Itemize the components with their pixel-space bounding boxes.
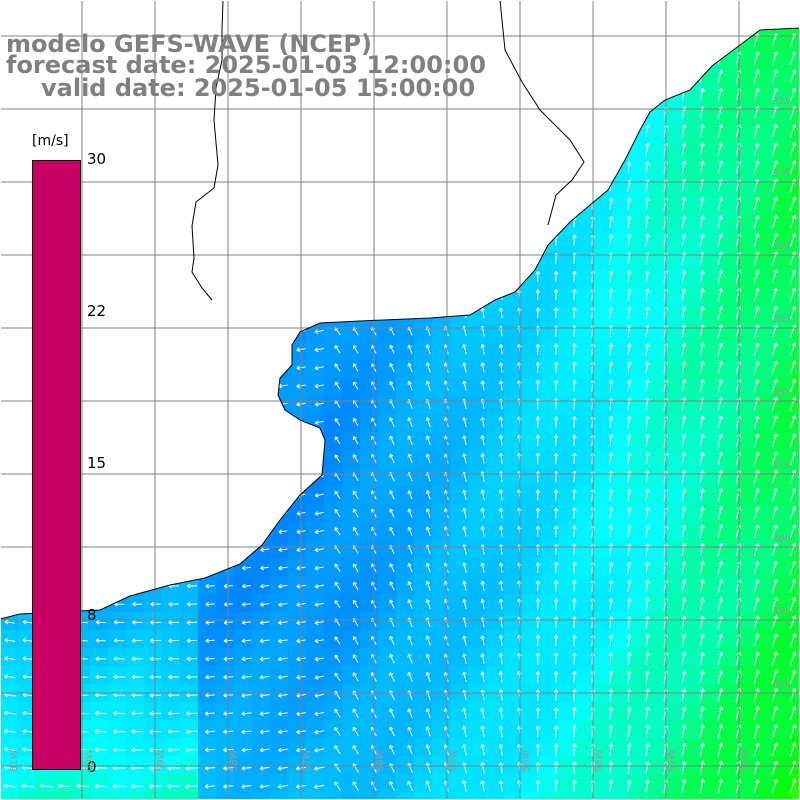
lon-label-53w: 53W [594,749,605,772]
colorbar-tick-30: 30 [87,150,107,168]
lat-label-38s: 38S [772,533,792,544]
border-line [191,0,224,301]
colorbar-tick-22: 22 [87,302,107,320]
colorbar-unit: [m/s] [32,133,69,149]
lat-label-35s: 35S [772,314,792,325]
model-title: modelo GEFS-WAVE (NCEP) [6,30,372,58]
lat-label-37s: 37S [772,460,792,471]
lon-label-58w: 58W [229,749,240,772]
lon-label-61w: 61W [9,749,20,772]
lon-label-59w: 59W [156,749,167,772]
colorbar-tick-8: 8 [87,606,97,624]
coastline [0,27,800,620]
lat-label-32s: 32S [772,96,792,107]
lagoon-line [499,0,585,226]
valid-date: valid date: 2025-01-05 15:00:00 [41,74,476,102]
colorbar-tick-15: 15 [87,454,107,472]
lat-label-40s: 40S [772,679,792,690]
lon-label-52w: 52W [667,749,678,772]
lon-label-55w: 55W [448,749,459,772]
lat-label-36s: 36S [772,387,792,398]
colorbar-tick-0: 0 [87,758,97,776]
lon-label-57w: 57W [302,749,313,772]
lat-label-34s: 34S [772,241,792,252]
lon-label-51w: 51W [740,749,751,772]
forecast-date: forecast date: 2025-01-03 12:00:00 [6,51,486,79]
lon-label-56w: 56W [375,749,386,772]
colorbar [32,160,81,770]
lon-label-60w: 60W [84,749,95,772]
lat-label-39s: 39S [772,606,792,617]
lon-label-54w: 54W [521,749,532,772]
lat-label-33s: 33S [772,168,792,179]
